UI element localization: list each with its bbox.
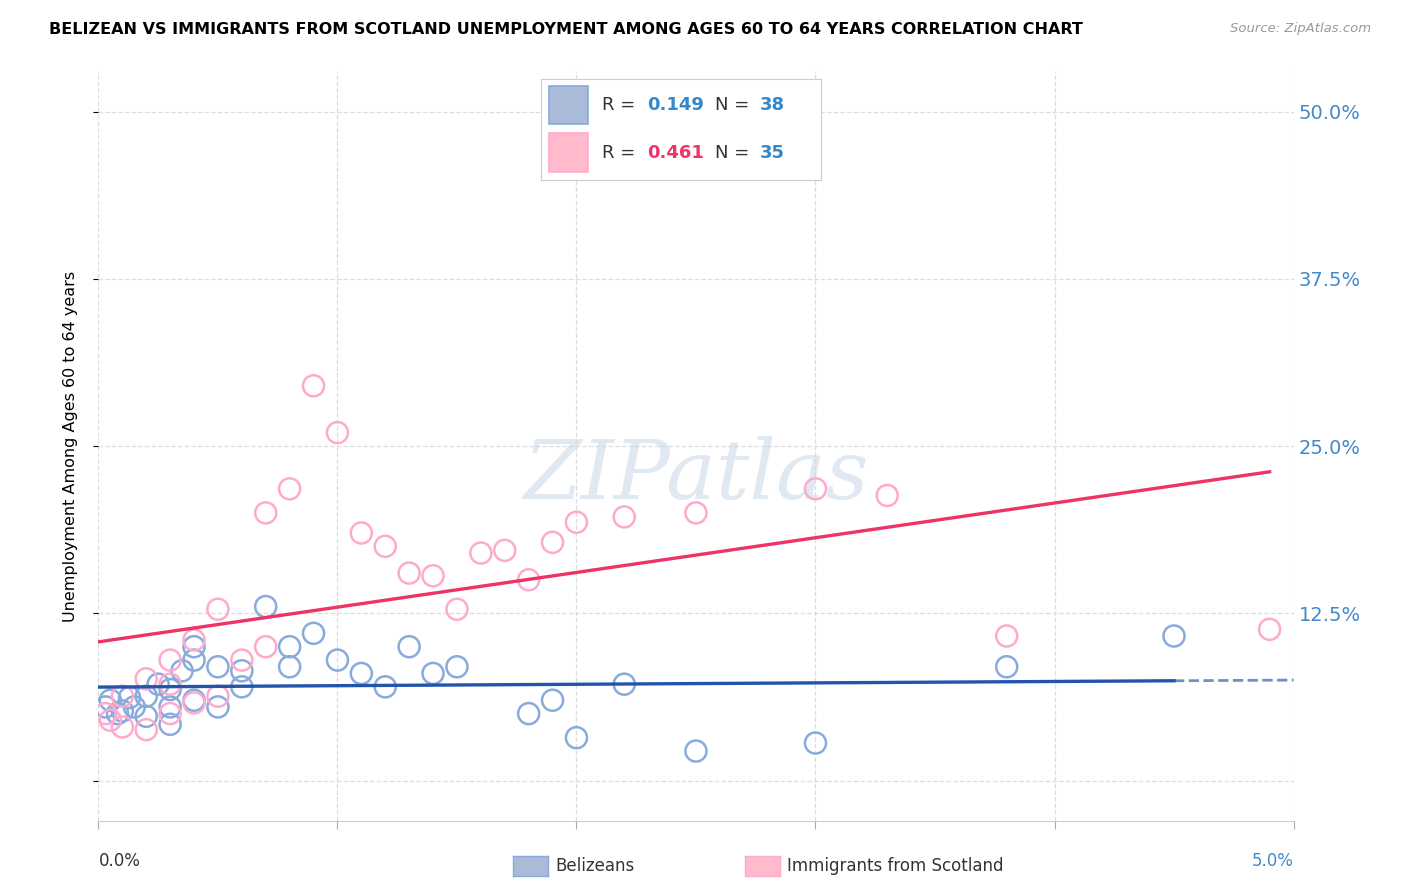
Point — [541, 535, 564, 549]
Point — [135, 689, 157, 703]
Point — [107, 706, 129, 721]
Point — [231, 680, 253, 694]
Point — [278, 482, 301, 496]
Point — [159, 706, 181, 721]
Text: BELIZEAN VS IMMIGRANTS FROM SCOTLAND UNEMPLOYMENT AMONG AGES 60 TO 64 YEARS CORR: BELIZEAN VS IMMIGRANTS FROM SCOTLAND UNE… — [49, 22, 1083, 37]
Point — [302, 626, 325, 640]
Point — [100, 693, 122, 707]
Point — [278, 660, 301, 674]
Point — [207, 699, 229, 714]
Point — [1258, 623, 1281, 637]
Point — [183, 653, 205, 667]
Point — [135, 672, 157, 686]
Point — [470, 546, 492, 560]
Point — [148, 677, 170, 691]
Point — [159, 682, 181, 697]
Point — [159, 717, 181, 731]
Point — [446, 602, 468, 616]
Point — [254, 599, 277, 614]
Point — [183, 633, 205, 648]
Point — [517, 706, 540, 721]
Text: 0.0%: 0.0% — [98, 852, 141, 870]
Point — [159, 699, 181, 714]
Point — [494, 543, 516, 558]
Point — [94, 699, 117, 714]
Point — [398, 566, 420, 581]
Text: Immigrants from Scotland: Immigrants from Scotland — [787, 857, 1004, 875]
Point — [231, 653, 253, 667]
Point — [278, 640, 301, 654]
Text: 5.0%: 5.0% — [1251, 852, 1294, 870]
Point — [172, 664, 194, 678]
Point — [374, 680, 396, 694]
Point — [685, 744, 707, 758]
Point — [302, 379, 325, 393]
Text: ZIPatlas: ZIPatlas — [523, 436, 869, 516]
Point — [124, 699, 146, 714]
Point — [804, 482, 827, 496]
Point — [422, 569, 444, 583]
Point — [422, 666, 444, 681]
Text: Belizeans: Belizeans — [555, 857, 634, 875]
Point — [254, 506, 277, 520]
Point — [995, 660, 1018, 674]
Point — [118, 690, 141, 705]
Point — [326, 653, 349, 667]
Point — [183, 696, 205, 710]
Point — [183, 693, 205, 707]
Point — [350, 666, 373, 681]
Point — [207, 689, 229, 703]
Point — [804, 736, 827, 750]
Point — [111, 704, 134, 718]
Point — [995, 629, 1018, 643]
Point — [111, 689, 134, 703]
Point — [350, 526, 373, 541]
Point — [159, 653, 181, 667]
Point — [613, 510, 636, 524]
Point — [111, 720, 134, 734]
Point — [446, 660, 468, 674]
Point — [398, 640, 420, 654]
Point — [326, 425, 349, 440]
Point — [207, 660, 229, 674]
Point — [135, 723, 157, 737]
Point — [565, 516, 588, 530]
Point — [135, 709, 157, 723]
Point — [100, 714, 122, 728]
Y-axis label: Unemployment Among Ages 60 to 64 years: Unemployment Among Ages 60 to 64 years — [63, 270, 77, 622]
Point — [876, 489, 898, 503]
Point — [159, 677, 181, 691]
Point — [613, 677, 636, 691]
Point — [94, 706, 117, 721]
Point — [565, 731, 588, 745]
Point — [374, 539, 396, 553]
Point — [231, 664, 253, 678]
Point — [1163, 629, 1185, 643]
Point — [517, 573, 540, 587]
Point — [207, 602, 229, 616]
Text: Source: ZipAtlas.com: Source: ZipAtlas.com — [1230, 22, 1371, 36]
Point — [541, 693, 564, 707]
Point — [685, 506, 707, 520]
Point — [183, 640, 205, 654]
Point — [254, 640, 277, 654]
